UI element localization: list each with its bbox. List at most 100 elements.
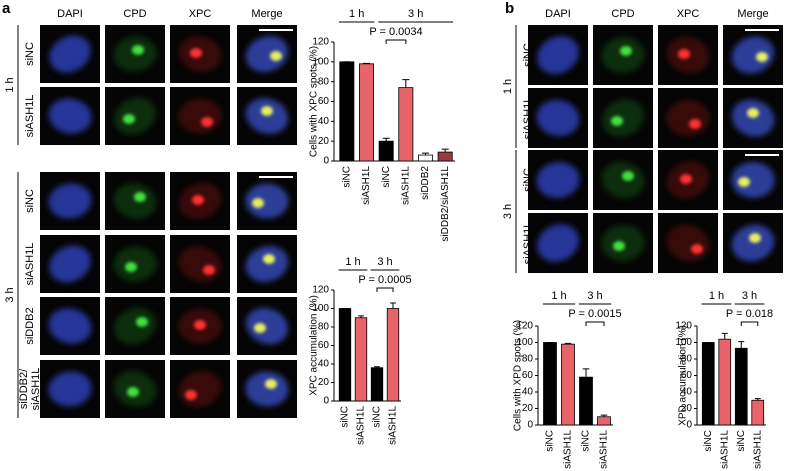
nucleus <box>602 99 644 137</box>
p-value: P = 0.0015 <box>568 308 621 320</box>
y-tick-label: 0 <box>323 396 329 407</box>
bar <box>701 342 715 426</box>
spot <box>136 317 148 327</box>
y-axis-label: XPC accumulation (%) <box>309 295 320 396</box>
nucleus <box>49 245 91 283</box>
p-value: P = 0.018 <box>726 308 773 320</box>
p-bracket <box>376 287 394 292</box>
p-value: P = 0.0034 <box>369 26 422 38</box>
y-tick-label: 60 <box>681 370 693 381</box>
x-tick-label: siNC <box>381 166 392 188</box>
bar <box>354 317 368 402</box>
x-tick-label: siASH1L <box>361 166 372 205</box>
column-header: CPD <box>123 8 146 20</box>
y-tick-label: 40 <box>318 359 330 370</box>
y-tick-label: 80 <box>318 76 330 87</box>
spot <box>691 244 703 254</box>
bar <box>734 347 748 426</box>
panel-label: a <box>2 0 11 17</box>
y-tick-label: 40 <box>522 387 534 398</box>
y-tick-label: 120 <box>312 285 329 296</box>
nucleus <box>48 98 92 134</box>
spot <box>611 116 623 126</box>
y-tick-label: 80 <box>318 322 330 333</box>
nucleus <box>537 36 579 74</box>
spot <box>254 323 266 333</box>
y-tick-label: 120 <box>312 37 329 48</box>
bar <box>418 154 433 162</box>
nucleus <box>48 183 92 219</box>
error-bar <box>374 366 380 368</box>
row-label: siASH1L <box>24 95 36 138</box>
y-tick-label: 60 <box>522 370 534 381</box>
error-bar <box>564 342 572 345</box>
nucleus <box>113 183 157 219</box>
y-tick-label: 100 <box>312 303 329 314</box>
nucleus <box>731 99 775 137</box>
y-tick-label: 20 <box>318 377 330 388</box>
error-bar <box>358 315 364 318</box>
bar <box>597 416 611 426</box>
nucleus <box>245 246 289 282</box>
y-tick-label: 80 <box>681 354 693 365</box>
spot <box>123 114 135 124</box>
spot <box>125 262 137 272</box>
spot <box>747 108 759 118</box>
error-bar <box>441 148 449 153</box>
y-tick-label: 0 <box>323 156 329 167</box>
y-tick-label: 60 <box>318 340 330 351</box>
nucleus <box>245 183 289 219</box>
error-bar <box>382 137 390 142</box>
column-header: XPC <box>189 8 212 20</box>
bar <box>398 87 414 162</box>
spot <box>261 106 273 116</box>
nucleus <box>113 307 157 345</box>
spot <box>252 198 264 208</box>
group-label: 1 h <box>345 256 360 268</box>
bar <box>718 338 732 426</box>
spot <box>192 195 204 205</box>
spot <box>622 171 634 181</box>
column-header: XPC <box>677 8 700 20</box>
x-tick-label: siDDB2/siASH1L <box>440 166 451 242</box>
spot <box>132 45 144 55</box>
group-label: 1 h <box>709 290 724 302</box>
nucleus <box>48 308 92 344</box>
nucleus <box>731 36 775 74</box>
y-tick-label: 40 <box>318 116 330 127</box>
nucleus <box>114 97 156 135</box>
y-tick-label: 80 <box>522 354 534 365</box>
x-tick-label: siASH1L <box>400 166 411 205</box>
x-tick-label: siDDB2 <box>420 166 431 200</box>
x-tick-label: siNC <box>340 406 351 428</box>
group-label: 3 h <box>4 287 16 302</box>
spot <box>185 390 197 400</box>
y-tick-label: 20 <box>522 403 534 414</box>
spot <box>680 174 692 184</box>
y-tick-label: 100 <box>675 337 692 348</box>
y-tick-label: 0 <box>527 420 533 431</box>
bar <box>339 61 355 162</box>
column-header: CPD <box>611 8 634 20</box>
nucleus <box>245 36 289 72</box>
row-label: siASH1L <box>30 368 42 411</box>
x-tick-label: siASH1L <box>563 430 574 469</box>
spot <box>127 387 139 397</box>
error-bar <box>600 414 608 417</box>
spot <box>620 46 632 56</box>
x-tick-label: siNC <box>736 430 747 452</box>
bar <box>751 399 765 426</box>
group-label: 3 h <box>587 290 602 302</box>
nucleus <box>245 371 289 407</box>
bar <box>386 308 400 402</box>
spot <box>689 119 701 129</box>
spot <box>203 265 215 275</box>
error-bar <box>754 398 761 401</box>
spot <box>738 177 750 187</box>
x-tick-label: siASH1L <box>599 430 610 469</box>
y-tick-label: 120 <box>675 321 692 332</box>
y-axis-label: Cells with XPD spots (%) <box>513 320 524 431</box>
group-label: 1 h <box>551 290 566 302</box>
spot <box>749 233 761 243</box>
bar <box>338 308 352 402</box>
